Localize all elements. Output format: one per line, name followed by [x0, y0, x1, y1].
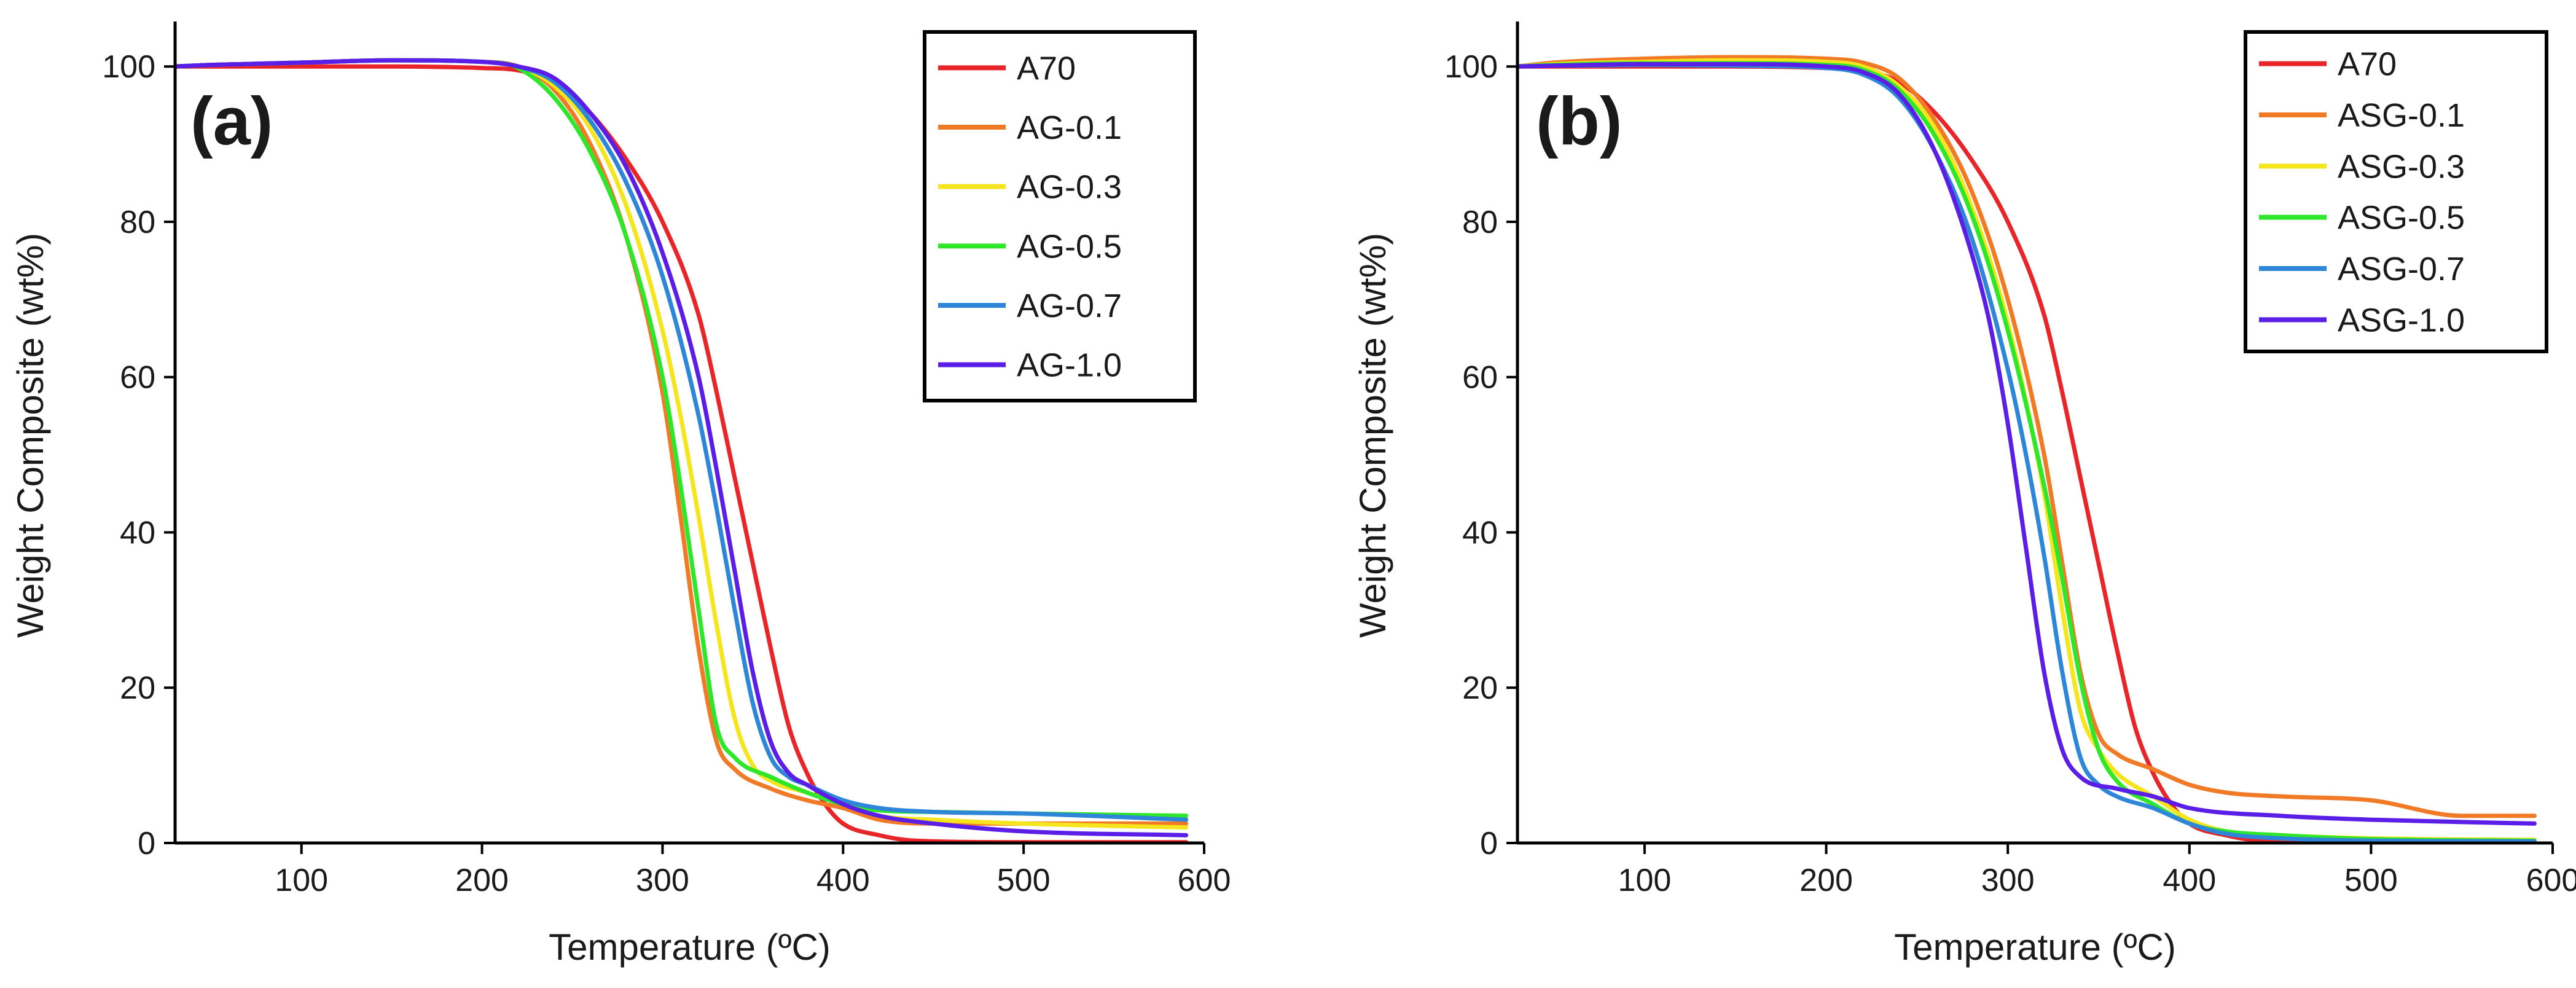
series-line-a70 — [175, 64, 1189, 843]
series-line-ag-1-0 — [175, 58, 1189, 837]
y-axis-label: Weight Composite (wt%) — [10, 233, 51, 638]
legend-entry: AG-0.7 — [1017, 288, 1122, 324]
legend-entry: ASG-0.5 — [2338, 200, 2465, 237]
series-group — [1517, 55, 2537, 843]
x-tick-label: 100 — [1618, 863, 1672, 898]
y-tick-label: 60 — [120, 360, 155, 396]
legend-box — [923, 30, 1197, 402]
x-tick-label: 200 — [455, 863, 509, 898]
x-tick-label: 500 — [997, 863, 1051, 898]
legend-entry: AG-1.0 — [1017, 347, 1122, 384]
x-tick-label: 500 — [2344, 863, 2398, 898]
legend-entry: AG-0.3 — [1017, 169, 1122, 206]
series-line-asg-0-1 — [1517, 55, 2537, 818]
y-tick-label: 0 — [138, 826, 155, 861]
y-tick-label: 40 — [1462, 515, 1498, 551]
x-tick-label: 400 — [2163, 863, 2216, 898]
y-tick-label: 0 — [1480, 826, 1498, 861]
x-tick-label: 300 — [636, 863, 689, 898]
y-tick-label: 20 — [120, 670, 155, 706]
y-tick-label: 40 — [120, 515, 155, 551]
x-tick-label: 300 — [1981, 863, 2035, 898]
x-tick-label: 600 — [1178, 863, 1231, 898]
x-tick-label: 400 — [816, 863, 870, 898]
y-axis-label: Weight Composite (wt%) — [1352, 233, 1393, 638]
y-tick-label: 60 — [1462, 360, 1498, 396]
x-axis-label: Temperature (ºC) — [549, 927, 831, 968]
panel-letter: (b) — [1536, 84, 1622, 159]
chart-panel-a: 100 200 300 400 500 600 0 20 40 60 80 100 Temperatur… — [10, 22, 1231, 968]
y-tick-label: 20 — [1462, 670, 1498, 706]
x-axis-label: Temperature (ºC) — [1894, 927, 2176, 968]
y-tick-label: 80 — [1462, 205, 1498, 240]
legend-entry: ASG-1.0 — [2338, 302, 2465, 339]
legend-entry: A70 — [1017, 50, 1076, 87]
legend-entry: A70 — [2338, 46, 2397, 83]
legend-box — [2244, 30, 2548, 353]
legend: A70 AG-0.1 AG-0.3 AG-0.5 AG-0.7 AG-1.0 — [923, 30, 1197, 402]
series-group — [175, 58, 1189, 843]
x-tick-label: 200 — [1799, 863, 1853, 898]
panel-letter: (a) — [190, 84, 273, 159]
legend-entry: ASG-0.1 — [2338, 97, 2465, 134]
legend-entry: AG-0.5 — [1017, 228, 1122, 265]
chart-panel-b: 100 200 300 400 500 600 0 20 40 60 80 100 Temperatur… — [1352, 22, 2576, 968]
x-tick-label: 600 — [2526, 863, 2576, 898]
y-tick-label: 100 — [102, 49, 155, 85]
x-tick-label: 100 — [275, 863, 328, 898]
y-tick-label: 80 — [120, 205, 155, 240]
y-tick-label: 100 — [1444, 49, 1498, 85]
legend-entry: ASG-0.7 — [2338, 251, 2465, 288]
legend-entry: AG-0.1 — [1017, 109, 1122, 146]
legend: A70 ASG-0.1 ASG-0.3 ASG-0.5 ASG-0.7 ASG-1.0 — [2244, 30, 2548, 353]
legend-entry: ASG-0.3 — [2338, 148, 2465, 185]
series-line-asg-1-0 — [1517, 61, 2537, 826]
